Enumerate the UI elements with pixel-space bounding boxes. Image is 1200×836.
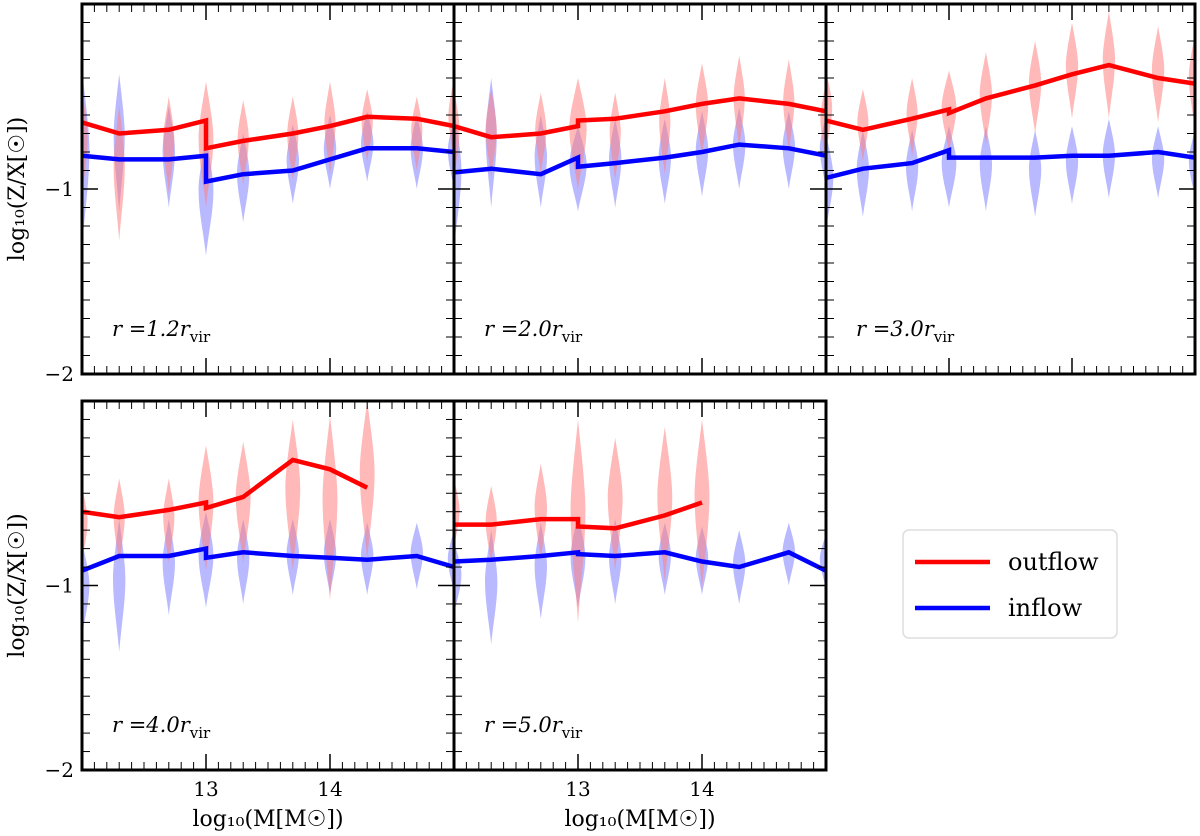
x-tick-label: 13 [565,777,590,801]
inflow-violin [1065,126,1079,204]
panel-3: r =3.0rvir [824,2,1197,376]
outflow-line [82,114,454,152]
panel-label-sub: vir [561,328,583,346]
panel-2: r =2.0rvir [452,2,828,376]
inflow-line [82,146,454,185]
plot-area [454,55,826,249]
plot-area [826,11,1195,230]
outflow-violin [657,426,673,582]
inflow-violin [113,519,126,652]
outflow-violin [113,105,125,241]
y-tick-label: −1 [45,574,74,598]
inflow-violin [941,126,957,208]
outflow-violin [1065,22,1079,119]
x-tick-label: 14 [689,777,714,801]
plot-area [82,401,454,652]
panel-label: r =3.0rvir [856,317,955,346]
legend-label: outflow [1008,548,1099,576]
panel-label-sub: vir [933,328,955,346]
legend-frame [902,529,1118,639]
panel-label-sub: vir [189,724,211,742]
plot-area [82,70,454,256]
inflow-violin [979,126,993,212]
x-axis-label: log₁₀(M[M☉]) [192,807,343,832]
inflow-violin [1151,126,1165,199]
outflow-violin [113,478,125,564]
y-tick-label: −2 [45,362,74,386]
panel-label-sub: vir [561,724,583,742]
plot-area [454,419,826,645]
inflow-line [82,545,454,573]
outflow-violin [826,70,833,152]
panel-1: r =1.2rvir −2 −1 [45,2,456,386]
outflow-violin [235,441,251,564]
panel-label: r =5.0rvir [484,713,583,742]
x-tick-label: 14 [317,777,342,801]
panel-label-main: r =3.0r [856,317,936,341]
inflow-violin [819,533,826,590]
outflow-violin [359,401,375,560]
outflow-violin [287,96,299,180]
inflow-violin [447,530,454,593]
panel-label-sub: vir [189,328,211,346]
inflow-violin [1102,118,1116,199]
inflow-violin [826,133,834,230]
outflow-line [82,457,369,520]
outflow-violin [285,419,301,571]
panel-label: r =4.0rvir [112,713,211,742]
inflow-violin [82,541,90,638]
outflow-violin [411,96,423,171]
outflow-violin [857,89,869,162]
inflow-line [454,142,826,177]
outflow-violin [695,63,709,156]
outflow-violin [534,463,547,560]
panel-label-main: r =4.0r [112,713,192,737]
outflow-violin [322,415,338,601]
panel-5: r =5.0rvir 13 14 [452,399,828,801]
x-axis-label: log₁₀(M[M☉]) [564,807,715,832]
outflow-violin [733,55,745,149]
inflow-line [454,549,826,573]
outflow-violin [659,78,671,175]
inflow-violin [1188,129,1195,199]
y-tick-label: −1 [45,177,74,201]
inflow-violin [1028,129,1042,217]
inflow-violin [534,522,547,619]
panel-label: r =2.0rvir [484,317,583,346]
axis-labels-layer: log₁₀(Z/X[☉]) log₁₀(Z/X[☉]) log₁₀(M[M☉]) lo… [5,117,716,832]
panel-frame [452,399,828,772]
y-axis-label: log₁₀(Z/X[☉]) [5,117,30,261]
outflow-violin [163,478,175,564]
panel-label-main: r =1.2r [112,317,192,341]
panel-label: r =1.2rvir [112,317,211,346]
panel-label-main: r =5.0r [484,713,564,737]
outflow-violin [485,89,497,178]
y-tick-label: −2 [45,758,74,782]
panel-4: r =4.0rvir −2 −1 13 14 [45,399,456,801]
outflow-line [454,500,703,531]
inflow-violin [162,519,175,616]
outflow-line [454,96,826,140]
y-axis-label: log₁₀(Z/X[☉]) [5,513,30,657]
legend-label: inflow [1008,594,1083,622]
legend: outflow inflow [902,529,1118,639]
inflow-line [826,147,1195,181]
outflow-violin [1151,26,1165,123]
panel-frame [824,2,1197,376]
outflow-violin [609,92,621,180]
outflow-violin [361,89,373,162]
inflow-violin [856,129,870,217]
outflow-line [826,62,1195,133]
panel-label-main: r =2.0r [484,317,564,341]
inflow-violin [905,129,919,212]
outflow-violin [607,437,623,571]
x-tick-label: 13 [193,777,218,801]
outflow-violin [163,96,175,193]
